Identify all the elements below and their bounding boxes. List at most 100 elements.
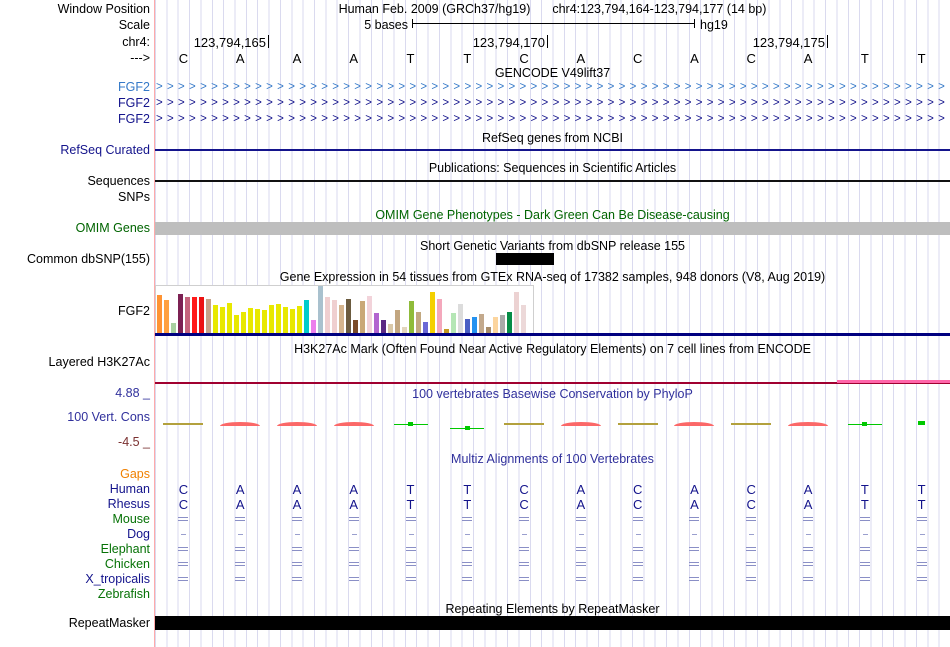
gencode-gene-arrow-line[interactable]: >>>>>>>>>>>>>>>>>>>>>>>>>>>>>>>>>>>>>>>>… (156, 113, 949, 125)
multiz-align-dash (405, 547, 416, 548)
multiz-species-label[interactable]: Gaps (120, 467, 150, 481)
multiz-align-dash (859, 517, 870, 518)
publications-item-line[interactable] (155, 180, 950, 182)
multiz-align-dash (291, 577, 302, 578)
base-letter: C (746, 51, 756, 66)
snps-label[interactable]: SNPs (118, 190, 150, 204)
gencode-gene-label[interactable]: FGF2 (118, 80, 150, 94)
phylop-track-label[interactable]: 100 Vert. Cons (67, 410, 150, 424)
phylop-green-dot (862, 422, 868, 426)
gtex-gene-label[interactable]: FGF2 (118, 304, 150, 318)
scale-value: 5 bases (364, 18, 408, 32)
dbsnp-variant-box[interactable] (496, 253, 554, 265)
multiz-align-dash (235, 562, 246, 563)
gtex-tissue-bar (332, 300, 337, 333)
gtex-tissue-bar (171, 323, 176, 333)
multiz-base-letter: A (576, 497, 586, 512)
multiz-base-letter: C (746, 482, 756, 497)
position-range: chr4:123,794,164-123,794,177 (14 bp) (552, 2, 767, 16)
multiz-base-letter: A (576, 482, 586, 497)
multiz-species-label[interactable]: Mouse (112, 512, 150, 526)
gtex-tissue-bar (262, 310, 267, 333)
gtex-tissue-bar (395, 310, 400, 333)
multiz-align-dash (462, 577, 473, 578)
gtex-tissue-bar (185, 297, 190, 333)
multiz-align-dash (235, 565, 246, 566)
phylop-red-arc (276, 422, 317, 426)
gencode-gene-arrow-line[interactable]: >>>>>>>>>>>>>>>>>>>>>>>>>>>>>>>>>>>>>>>>… (156, 97, 949, 109)
multiz-align-dash (916, 565, 927, 566)
multiz-species-label[interactable]: Human (109, 482, 150, 496)
multiz-align-dash (178, 562, 189, 563)
multiz-species-label[interactable]: Rhesus (107, 497, 150, 511)
base-letter: T (463, 51, 472, 66)
multiz-align-dash (291, 562, 302, 563)
multiz-species-label[interactable]: Chicken (104, 557, 150, 571)
gtex-tissue-bar (521, 305, 526, 333)
multiz-base-letter: A (349, 482, 359, 497)
multiz-align-dash (348, 520, 359, 521)
refseq-gene-line[interactable] (155, 149, 950, 151)
multiz-align-dash (859, 580, 870, 581)
gencode-gene-label[interactable]: FGF2 (118, 112, 150, 126)
layered-h3k27ac-label[interactable]: Layered H3K27Ac (48, 355, 150, 369)
multiz-align-dash (803, 565, 814, 566)
multiz-align-dash (749, 534, 755, 535)
multiz-align-dash (348, 565, 359, 566)
multiz-species-label[interactable]: Elephant (100, 542, 150, 556)
multiz-base-letter: C (519, 497, 529, 512)
gtex-tissue-bar (248, 308, 253, 333)
omim-gene-bar[interactable] (155, 222, 950, 235)
repeatmasker-repeat-bar[interactable] (155, 616, 950, 630)
gtex-tissue-bar (458, 304, 463, 333)
common-dbsnp-label[interactable]: Common dbSNP(155) (27, 252, 150, 266)
gtex-tissue-bar (514, 292, 519, 333)
multiz-base-letter: T (917, 497, 926, 512)
sequences-label[interactable]: Sequences (87, 174, 150, 188)
multiz-species-label[interactable]: Zebrafish (97, 587, 150, 601)
gencode-gene-arrow-line[interactable]: >>>>>>>>>>>>>>>>>>>>>>>>>>>>>>>>>>>>>>>>… (156, 81, 949, 93)
gtex-tissue-bar (269, 305, 274, 333)
h3k27ac-signal-line[interactable] (155, 382, 950, 384)
phylop-olive-segment (731, 423, 772, 425)
multiz-align-dash (803, 547, 814, 548)
multiz-align-dash (859, 562, 870, 563)
multiz-align-dash (519, 517, 530, 518)
multiz-species-label[interactable]: X_tropicalis (85, 572, 150, 586)
multiz-base-letter: A (292, 497, 302, 512)
multiz-species-label[interactable]: Dog (127, 527, 150, 541)
multiz-base-letter: C (178, 482, 189, 497)
base-letter: T (860, 51, 869, 66)
multiz-base-letter: A (235, 497, 245, 512)
multiz-align-dash (405, 562, 416, 563)
refseq-curated-label[interactable]: RefSeq Curated (60, 143, 150, 157)
multiz-align-dash (806, 534, 812, 535)
multiz-align-dash (291, 565, 302, 566)
multiz-align-dash (405, 565, 416, 566)
multiz-align-dash (746, 550, 757, 551)
omim-genes-label[interactable]: OMIM Genes (75, 221, 150, 235)
multiz-align-dash (519, 520, 530, 521)
multiz-align-dash (238, 534, 244, 535)
gtex-tissue-bar (444, 329, 449, 333)
multiz-base-letter: T (406, 482, 415, 497)
multiz-align-dash (862, 534, 868, 535)
multiz-align-dash (235, 547, 246, 548)
multiz-align-dash (803, 520, 814, 521)
scale-ruler (412, 19, 695, 28)
multiz-base-letter: T (860, 482, 869, 497)
h3k27ac-signal-highlight[interactable] (837, 380, 950, 383)
multiz-align-dash (916, 577, 927, 578)
gencode-gene-label[interactable]: FGF2 (118, 96, 150, 110)
gtex-tissue-bar (220, 307, 225, 333)
repeatmasker-label[interactable]: RepeatMasker (68, 616, 150, 630)
gtex-tissue-bar (199, 297, 204, 333)
gtex-chart-box[interactable] (155, 285, 534, 335)
multiz-align-dash (522, 534, 528, 535)
multiz-align-dash (575, 577, 586, 578)
multiz-align-dash (575, 547, 586, 548)
base-letter: A (803, 51, 813, 66)
phylop-track-title: 100 vertebrates Basewise Conservation by… (412, 387, 693, 401)
multiz-track-title: Multiz Alignments of 100 Vertebrates (451, 452, 654, 466)
